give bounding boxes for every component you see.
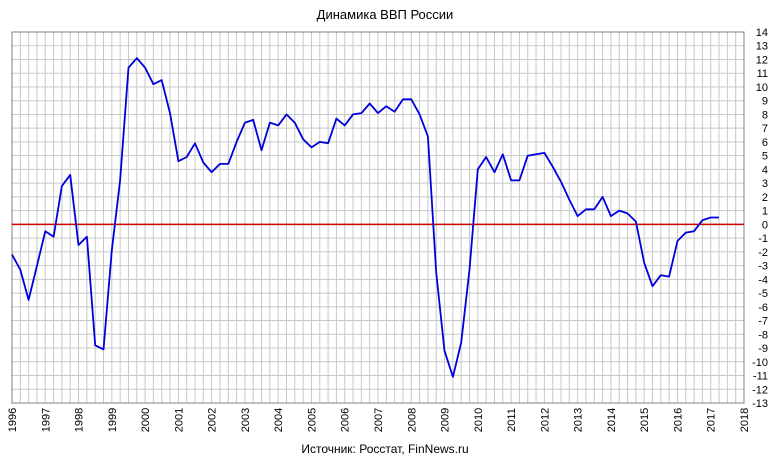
plot-area-border <box>11 31 745 404</box>
x-tick-label: 2007 <box>373 408 385 432</box>
x-tick-label: 2006 <box>340 408 352 432</box>
y-tick-label: -13 <box>752 398 768 410</box>
x-tick-label: 1999 <box>107 408 119 432</box>
axes <box>11 31 745 404</box>
grid <box>11 31 745 404</box>
x-tick-label: 2009 <box>440 408 452 432</box>
x-tick-label: 2008 <box>406 408 418 432</box>
x-tick-label: 2013 <box>573 408 585 432</box>
y-tick-label: 3 <box>762 178 768 190</box>
x-tick-label: 1998 <box>74 408 86 432</box>
y-tick-label: 4 <box>762 164 768 176</box>
y-tick-label: -10 <box>752 357 768 369</box>
x-tick-label: 2018 <box>739 408 751 432</box>
x-tick-label: 2012 <box>539 408 551 432</box>
x-tick-label: 2003 <box>240 408 252 432</box>
chart-title: Динамика ВВП России <box>317 7 454 22</box>
y-tick-label: 13 <box>756 41 768 53</box>
y-tick-label: -7 <box>758 316 768 328</box>
y-tick-label: 7 <box>762 123 768 135</box>
y-tick-label: 2 <box>762 192 768 204</box>
x-tick-label: 1996 <box>7 408 19 432</box>
y-tick-label: -3 <box>758 261 768 273</box>
y-tick-label: -8 <box>758 329 768 341</box>
y-tick-label: 12 <box>756 54 768 66</box>
x-tick-label: 2000 <box>140 408 152 432</box>
x-tick-label: 2005 <box>306 408 318 432</box>
y-tick-label: -1 <box>758 233 768 245</box>
x-tick-label: 1997 <box>40 408 52 432</box>
source-note: Источник: Росстат, FinNews.ru <box>301 442 468 456</box>
y-tick-label: 1 <box>762 206 768 218</box>
x-tick-labels: 1996 1997 1998 1999 2000 2001 2002 2003 2004 2005… <box>7 408 751 432</box>
x-tick-label: 2015 <box>639 408 651 432</box>
y-tick-label: 14 <box>756 27 768 39</box>
y-tick-label: 0 <box>762 219 768 231</box>
y-tick-label: 9 <box>762 96 768 108</box>
y-tick-label: -5 <box>758 288 768 300</box>
y-tick-label: -9 <box>758 343 768 355</box>
y-tick-label: -2 <box>758 247 768 259</box>
x-tick-label: 2014 <box>606 408 618 432</box>
x-tick-label: 2002 <box>207 408 219 432</box>
x-tick-label: 2010 <box>473 408 485 432</box>
y-tick-label: -11 <box>753 371 768 383</box>
y-tick-label: 11 <box>757 68 768 80</box>
y-tick-labels: 14131211109876543210-1-2-3-4-5-6-7-8-9-1… <box>752 27 768 410</box>
x-tick-label: 2017 <box>706 408 718 432</box>
y-tick-label: -12 <box>752 384 768 396</box>
y-tick-label: 10 <box>756 82 768 94</box>
y-tick-label: 5 <box>762 151 768 163</box>
x-tick-label: 2016 <box>672 408 684 432</box>
y-tick-label: -4 <box>758 274 768 286</box>
x-tick-label: 2004 <box>273 408 285 432</box>
x-tick-label: 2001 <box>173 408 185 432</box>
y-tick-label: -6 <box>758 302 768 314</box>
series-line <box>11 57 719 378</box>
series-group <box>11 57 719 378</box>
x-tick-label: 2011 <box>506 408 518 432</box>
y-tick-label: 6 <box>762 137 768 149</box>
y-tick-label: 8 <box>762 109 768 121</box>
